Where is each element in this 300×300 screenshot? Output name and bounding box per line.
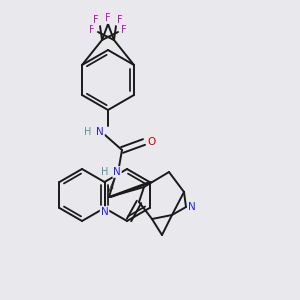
Text: H: H — [101, 167, 109, 177]
Text: N: N — [113, 167, 121, 177]
Text: H: H — [84, 127, 92, 137]
Text: N: N — [100, 207, 108, 217]
Text: F: F — [105, 13, 111, 23]
Text: N: N — [188, 202, 196, 212]
Text: F: F — [105, 13, 111, 23]
Text: F: F — [121, 25, 127, 35]
Text: F: F — [93, 15, 99, 25]
Text: F: F — [89, 25, 95, 35]
Text: F: F — [117, 15, 123, 25]
Text: N: N — [96, 127, 104, 137]
Text: O: O — [148, 137, 156, 147]
